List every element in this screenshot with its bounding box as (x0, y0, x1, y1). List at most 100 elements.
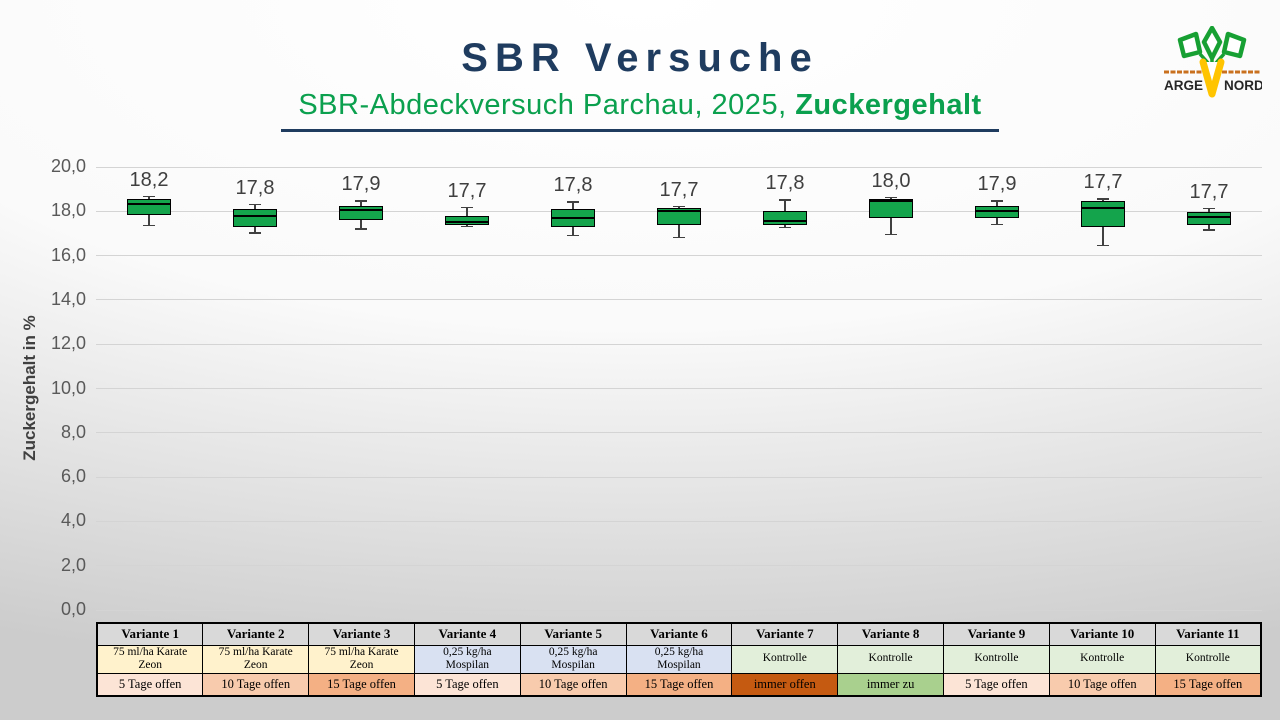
gridline-12,0 (96, 343, 1262, 345)
whisker-cap-bottom (1203, 229, 1215, 231)
whisker-cap-top (143, 195, 155, 198)
variant-header-10: Variante 10 (1048, 622, 1156, 646)
gridline-14,0 (96, 299, 1262, 301)
median-line (869, 200, 913, 203)
median-line (1187, 215, 1231, 218)
whisker-cap-bottom (567, 234, 579, 237)
treatment-cell-5: 0,25 kg/ha Mospilan (519, 644, 627, 675)
subtitle-text: SBR-Abdeckversuch Parchau, 2025, (298, 89, 796, 121)
whisker-cap-top (461, 206, 473, 209)
logo-text-arge: ARGE (1164, 78, 1203, 93)
box (869, 199, 913, 218)
median-line (975, 210, 1019, 213)
gridline-2,0 (96, 565, 1262, 567)
variant-header-4: Variante 4 (413, 622, 521, 646)
arge-nord-logo: ARGE NORD (1164, 26, 1262, 98)
data-label: 17,8 (235, 176, 275, 199)
treatment-cell-6: 0,25 kg/ha Mospilan (625, 644, 733, 675)
whisker-cap-top (567, 201, 579, 203)
y-tick-label-7: 6,0 (60, 466, 86, 487)
y-tick-label-4: 12,0 (50, 333, 86, 354)
whisker-cap-top (885, 196, 897, 199)
treatment-cell-9: Kontrolle (943, 644, 1050, 675)
table-schedule-row: 5 Tage offen 10 Tage offen 15 Tage offen 5 … (96, 673, 1262, 697)
schedule-cell-10: 10 Tage offen (1048, 673, 1156, 697)
variant-header-11: Variante 11 (1154, 622, 1262, 646)
table-treatment-row: 75 ml/ha Karate Zeon 75 ml/ha Karate Zeon 75… (96, 644, 1262, 675)
y-tick-label-2: 16,0 (50, 244, 86, 265)
schedule-cell-1: 5 Tage offen (96, 673, 204, 697)
box (339, 205, 383, 221)
schedule-cell-9: 5 Tage offen (943, 673, 1050, 697)
y-tick-label-9: 2,0 (60, 554, 86, 575)
box (233, 209, 277, 227)
y-tick-label-0: 20,0 (50, 156, 86, 176)
treatment-cell-11: Kontrolle (1154, 644, 1262, 675)
treatment-cell-8: Kontrolle (837, 644, 944, 675)
whisker-cap-top (779, 199, 791, 201)
whisker-cap-top (1097, 198, 1109, 200)
box (1081, 201, 1125, 227)
gridline-0,0 (96, 609, 1262, 611)
whisker-cap-top (249, 203, 261, 206)
variant-header-3: Variante 3 (308, 622, 415, 646)
subtitle-underline (281, 129, 999, 132)
whisker-cap-top (991, 200, 1003, 202)
box (763, 211, 807, 225)
treatment-cell-10: Kontrolle (1048, 644, 1156, 675)
variant-header-5: Variante 5 (519, 622, 627, 646)
whisker-cap-top (355, 200, 367, 202)
whisker-cap-bottom (461, 225, 473, 228)
data-label: 18,0 (871, 169, 911, 192)
variant-header-2: Variante 2 (202, 622, 310, 646)
data-label: 18,2 (129, 168, 169, 191)
variant-header-6: Variante 6 (625, 622, 733, 646)
y-tick-label-10: 0,0 (60, 599, 86, 619)
page-title: SBR Versuche (461, 36, 819, 80)
median-line (551, 216, 595, 219)
box (127, 199, 171, 215)
treatment-cell-1: 75 ml/ha Karate Zeon (96, 644, 204, 675)
y-tick-label-5: 10,0 (50, 377, 86, 398)
box (445, 215, 489, 225)
treatment-cell-3: 75 ml/ha Karate Zeon (308, 644, 415, 675)
box (1187, 212, 1231, 225)
page-subtitle: SBR-Abdeckversuch Parchau, 2025, Zuckerg… (0, 89, 1280, 122)
schedule-cell-6: 15 Tage offen (625, 673, 733, 697)
whisker-cap-bottom (885, 233, 897, 236)
whisker-cap-bottom (355, 228, 367, 230)
median-line (233, 214, 277, 217)
gridline-8,0 (96, 432, 1262, 434)
schedule-cell-7: immer offen (731, 673, 839, 697)
variant-table: Variante 1 Variante 2 Variante 3 Variante 4… (96, 622, 1262, 697)
logo-leaves-icon (1177, 26, 1247, 66)
variant-header-1: Variante 1 (96, 622, 204, 646)
table-header-row: Variante 1 Variante 2 Variante 3 Variante 4… (96, 622, 1262, 646)
data-label: 17,7 (659, 178, 699, 201)
median-line (127, 202, 171, 205)
data-label: 17,9 (977, 173, 1017, 196)
logo-carrot-icon (1199, 58, 1225, 98)
data-label: 17,8 (553, 174, 593, 197)
data-label: 17,8 (765, 172, 805, 195)
schedule-cell-8: immer zu (837, 673, 944, 697)
gridline-10,0 (96, 388, 1262, 389)
data-label: 17,7 (1083, 171, 1123, 193)
median-line (763, 220, 807, 223)
median-line (445, 221, 489, 224)
whisker-cap-top (1203, 207, 1215, 210)
y-tick-label-8: 4,0 (60, 510, 86, 531)
whisker-cap-bottom (779, 226, 791, 229)
whisker-cap-bottom (1097, 244, 1109, 247)
data-label: 17,7 (447, 179, 487, 202)
variant-header-7: Variante 7 (731, 622, 839, 646)
median-line (1081, 206, 1125, 209)
whisker-cap-bottom (673, 236, 685, 239)
schedule-cell-5: 10 Tage offen (519, 673, 627, 697)
treatment-cell-4: 0,25 kg/ha Mospilan (413, 644, 521, 675)
variant-header-9: Variante 9 (943, 622, 1050, 646)
treatment-cell-7: Kontrolle (731, 644, 839, 675)
gridline-20,0 (96, 166, 1262, 168)
y-tick-label-3: 14,0 (50, 288, 86, 309)
